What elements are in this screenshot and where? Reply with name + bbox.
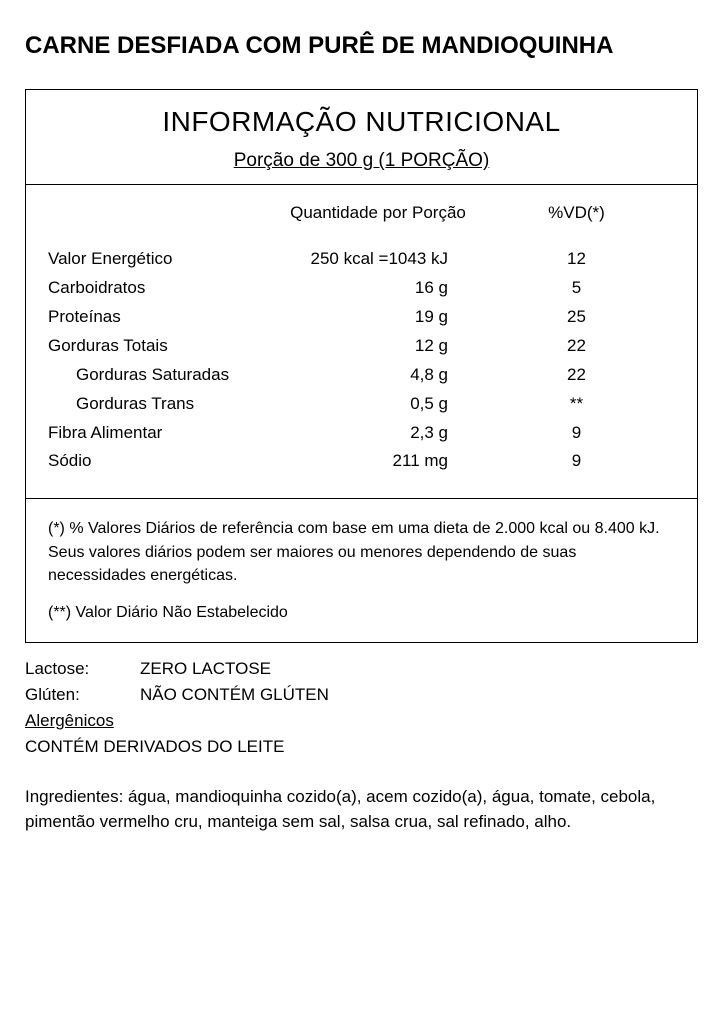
- product-attributes: Lactose: ZERO LACTOSE Glúten: NÃO CONTÉM…: [25, 659, 698, 757]
- nutrient-vd: 25: [478, 303, 675, 332]
- product-title: CARNE DESFIADA COM PURÊ DE MANDIOQUINHA: [25, 30, 698, 61]
- nutrient-qty: 250 kcal =1043 kJ: [278, 245, 478, 274]
- nutrient-name: Gorduras Trans: [48, 390, 278, 419]
- nutrient-name: Valor Energético: [48, 245, 278, 274]
- nutrition-title: INFORMAÇÃO NUTRICIONAL: [36, 106, 687, 138]
- note-dv: (*) % Valores Diários de referência com …: [48, 517, 675, 587]
- allergens-title: Alergênicos: [25, 711, 698, 731]
- lactose-value: ZERO LACTOSE: [140, 659, 271, 679]
- nutrient-row: Proteínas19 g25: [48, 303, 675, 332]
- nutrition-box: INFORMAÇÃO NUTRICIONAL Porção de 300 g (…: [25, 89, 698, 643]
- nutrient-vd: **: [478, 390, 675, 419]
- nutrient-qty: 12 g: [278, 332, 478, 361]
- nutrient-name: Proteínas: [48, 303, 278, 332]
- lactose-label: Lactose:: [25, 659, 140, 679]
- nutrient-name: Gorduras Totais: [48, 332, 278, 361]
- nutrient-name: Sódio: [48, 447, 278, 476]
- nutrient-row: Valor Energético250 kcal =1043 kJ12: [48, 245, 675, 274]
- columns-header: Quantidade por Porção %VD(*): [48, 203, 675, 223]
- nutrient-qty: 2,3 g: [278, 419, 478, 448]
- nutrition-body: Quantidade por Porção %VD(*) Valor Energ…: [26, 185, 697, 499]
- nutrient-row: Gorduras Trans0,5 g**: [48, 390, 675, 419]
- nutrient-vd: 22: [478, 332, 675, 361]
- serving-size: Porção de 300 g (1 PORÇÃO): [36, 150, 687, 172]
- nutrient-qty: 16 g: [278, 274, 478, 303]
- ingredients: Ingredientes: água, mandioquinha cozido(…: [25, 785, 698, 834]
- note-trans: (**) Valor Diário Não Estabelecido: [48, 601, 675, 624]
- nutrient-qty: 211 mg: [278, 447, 478, 476]
- nutrient-qty: 0,5 g: [278, 390, 478, 419]
- nutrient-name: Fibra Alimentar: [48, 419, 278, 448]
- nutrient-row: Carboidratos16 g5: [48, 274, 675, 303]
- col-vd-header: %VD(*): [478, 203, 675, 223]
- nutrient-vd: 9: [478, 447, 675, 476]
- allergens-value: CONTÉM DERIVADOS DO LEITE: [25, 737, 698, 757]
- nutrient-vd: 22: [478, 361, 675, 390]
- nutrient-rows: Valor Energético250 kcal =1043 kJ12Carbo…: [48, 245, 675, 476]
- nutrient-qty: 4,8 g: [278, 361, 478, 390]
- nutrient-row: Sódio211 mg9: [48, 447, 675, 476]
- gluten-label: Glúten:: [25, 685, 140, 705]
- nutrient-vd: 12: [478, 245, 675, 274]
- nutrition-header: INFORMAÇÃO NUTRICIONAL Porção de 300 g (…: [26, 90, 697, 185]
- nutrient-row: Fibra Alimentar2,3 g9: [48, 419, 675, 448]
- nutrient-row: Gorduras Saturadas4,8 g22: [48, 361, 675, 390]
- nutrient-vd: 9: [478, 419, 675, 448]
- nutrition-notes: (*) % Valores Diários de referência com …: [26, 499, 697, 642]
- gluten-value: NÃO CONTÉM GLÚTEN: [140, 685, 329, 705]
- nutrient-name: Carboidratos: [48, 274, 278, 303]
- nutrient-qty: 19 g: [278, 303, 478, 332]
- col-qty-header: Quantidade por Porção: [278, 203, 478, 223]
- nutrient-vd: 5: [478, 274, 675, 303]
- nutrient-name: Gorduras Saturadas: [48, 361, 278, 390]
- nutrient-row: Gorduras Totais12 g22: [48, 332, 675, 361]
